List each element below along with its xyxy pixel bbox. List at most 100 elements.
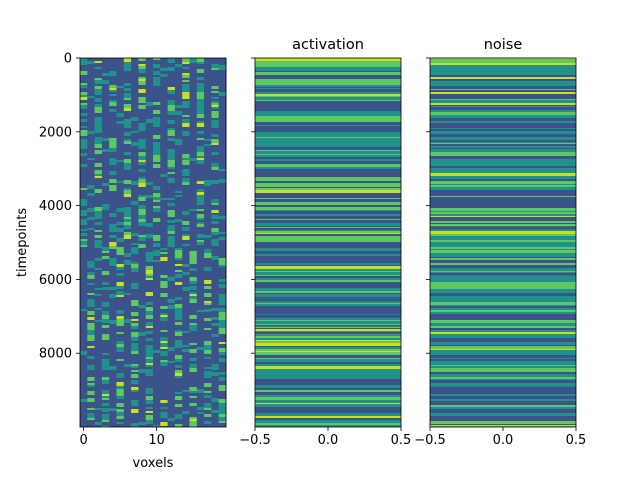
heatmap-cell xyxy=(87,134,95,138)
heatmap-cell xyxy=(196,211,205,214)
heatmap-row xyxy=(430,413,576,415)
heatmap-cell xyxy=(138,149,146,152)
heatmap-cell xyxy=(211,260,219,262)
heatmap-cell xyxy=(182,103,190,105)
heatmap-row xyxy=(255,219,401,220)
heatmap-cell xyxy=(131,236,139,240)
heatmap-cell xyxy=(123,93,132,96)
heatmap-cell xyxy=(80,362,88,366)
heatmap-cell xyxy=(160,381,168,385)
heatmap-cell xyxy=(211,323,219,326)
heatmap-cell xyxy=(116,405,125,407)
heatmap-cell xyxy=(174,368,183,370)
heatmap-cell xyxy=(101,180,110,183)
heatmap-cell xyxy=(218,192,227,196)
heatmap-cell xyxy=(116,225,125,228)
heatmap-row xyxy=(430,143,576,144)
heatmap-cell xyxy=(182,328,190,331)
heatmap-cell xyxy=(218,107,227,111)
heatmap-cell xyxy=(189,349,198,351)
heatmap-cell xyxy=(87,261,95,264)
heatmap-cell xyxy=(153,142,161,145)
heatmap-cell xyxy=(182,207,190,209)
heatmap-cell xyxy=(145,328,154,331)
heatmap-cell xyxy=(116,70,125,73)
heatmap-cell xyxy=(94,294,103,296)
heatmap-cell xyxy=(189,238,198,241)
heatmap-row xyxy=(430,350,576,352)
heatmap-cell xyxy=(94,371,103,373)
heatmap-cell xyxy=(87,291,95,293)
heatmap-row xyxy=(430,352,576,355)
heatmap-cell xyxy=(123,283,132,287)
heatmap-cell xyxy=(174,149,183,152)
heatmap-cell xyxy=(123,397,132,399)
heatmap-row xyxy=(430,355,576,358)
heatmap-cell xyxy=(189,83,198,86)
heatmap-cell xyxy=(131,374,139,378)
heatmap-cell xyxy=(211,270,219,274)
heatmap-cell xyxy=(211,159,219,163)
heatmap-cell xyxy=(87,128,95,131)
heatmap-cell xyxy=(196,407,205,410)
heatmap-cell xyxy=(160,315,168,317)
heatmap-cell xyxy=(204,167,212,169)
heatmap-cell xyxy=(80,188,88,190)
heatmap-cell xyxy=(116,174,125,177)
heatmap-cell xyxy=(138,339,146,342)
heatmap-cell xyxy=(131,296,139,300)
heatmap-cell xyxy=(116,58,125,61)
heatmap-row xyxy=(430,205,576,208)
heatmap-cell xyxy=(101,253,110,256)
heatmap-cell xyxy=(145,388,154,391)
heatmap-cell xyxy=(109,356,117,358)
heatmap-cell xyxy=(123,319,132,323)
heatmap-row xyxy=(255,157,401,158)
heatmap-cell xyxy=(80,288,88,291)
heatmap-cell xyxy=(109,102,117,106)
heatmap-row xyxy=(430,148,576,149)
heatmap-row xyxy=(430,105,576,106)
heatmap-cell xyxy=(80,355,88,358)
heatmap-cell xyxy=(204,347,212,350)
heatmap-cell xyxy=(211,120,219,124)
heatmap-row xyxy=(255,404,401,407)
heatmap-cell xyxy=(101,66,110,68)
heatmap-cell xyxy=(116,375,125,378)
heatmap-cell xyxy=(138,109,146,112)
heatmap-cell xyxy=(101,346,110,349)
heatmap-cell xyxy=(189,118,198,121)
heatmap-cell xyxy=(160,347,168,349)
heatmap-cell xyxy=(218,276,227,279)
heatmap-cell xyxy=(80,231,88,233)
heatmap-cell xyxy=(80,291,88,294)
heatmap-cell xyxy=(153,305,161,308)
heatmap-cell xyxy=(153,392,161,396)
heatmap-cell xyxy=(123,157,132,159)
heatmap-row xyxy=(430,142,576,143)
heatmap-cell xyxy=(109,422,117,426)
heatmap-cell xyxy=(189,398,198,400)
heatmap-cell xyxy=(204,211,212,213)
heatmap-cell xyxy=(167,206,176,210)
heatmap-cell xyxy=(101,362,110,364)
heatmap-cell xyxy=(101,141,110,145)
heatmap-cell xyxy=(101,149,110,152)
heatmap-cell xyxy=(218,237,227,240)
heatmap-cell xyxy=(174,172,183,176)
heatmap-cell xyxy=(211,61,219,64)
heatmap-cell xyxy=(174,197,183,201)
heatmap-cell xyxy=(145,142,154,146)
heatmap-cell xyxy=(153,308,161,310)
heatmap-cell xyxy=(131,245,139,247)
heatmap-cell xyxy=(116,255,125,259)
heatmap-cell xyxy=(174,384,183,388)
heatmap-row xyxy=(255,291,401,293)
heatmap-row xyxy=(430,323,576,326)
x-tick-label: 0.5 xyxy=(391,433,412,448)
heatmap-cell xyxy=(131,149,139,152)
heatmap-cell xyxy=(123,329,132,333)
heatmap-cell xyxy=(153,256,161,260)
heatmap-cell xyxy=(167,61,176,63)
heatmap-cell xyxy=(87,338,95,341)
